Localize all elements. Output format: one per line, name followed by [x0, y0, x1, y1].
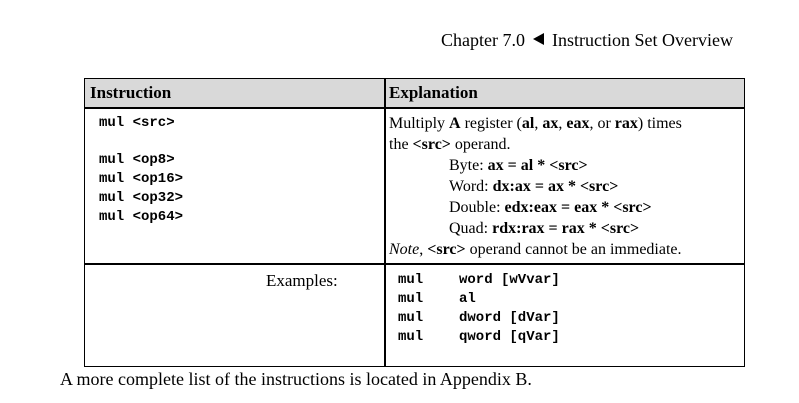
- example-op: mul: [398, 329, 424, 345]
- page-header: Chapter 7.0 Instruction Set Overview: [441, 30, 733, 51]
- instruction-column-header: Instruction: [90, 83, 172, 102]
- explanation-line: Multiply A register (al, ax, eax, or rax…: [389, 115, 682, 132]
- footer-text: A more complete list of the instructions…: [60, 369, 532, 389]
- header-divider: [85, 107, 744, 109]
- explanation-column-header: Explanation: [389, 83, 478, 102]
- instruction-table: Instruction Explanation mul <src> mul <o…: [84, 78, 745, 367]
- syntax-variant: mul <op64>: [99, 209, 184, 225]
- table-header-row: [85, 79, 744, 107]
- row-divider: [85, 263, 744, 265]
- explanation-line: the <src> operand.: [389, 136, 511, 153]
- explanation-text: Multiply A register (al, ax, eax, or rax…: [389, 113, 739, 260]
- example-arg: al: [459, 291, 476, 307]
- example-op: mul: [398, 291, 424, 307]
- example-op: mul: [398, 272, 424, 288]
- double-formula: Double: edx:eax = eax * <src>: [449, 199, 652, 216]
- example-arg: word [wVvar]: [459, 272, 560, 288]
- column-divider: [384, 79, 386, 366]
- examples-label: Examples:: [266, 271, 338, 290]
- syntax-variant: mul <op8>: [99, 152, 175, 168]
- example-op: mul: [398, 310, 424, 326]
- word-formula: Word: dx:ax = ax * <src>: [449, 178, 619, 195]
- left-arrow-icon: [532, 33, 544, 45]
- syntax-variant: mul <op16>: [99, 171, 184, 187]
- example-arg: qword [qVar]: [459, 329, 560, 345]
- syntax-main: mul <src>: [99, 115, 175, 131]
- byte-formula: Byte: ax = al * <src>: [449, 157, 588, 174]
- note-line: Note, <src> operand cannot be an immedia…: [389, 241, 682, 258]
- syntax-variant: mul <op32>: [99, 190, 184, 206]
- chapter-title: Instruction Set Overview: [551, 30, 733, 50]
- quad-formula: Quad: rdx:rax = rax * <src>: [449, 220, 640, 237]
- example-arg: dword [dVar]: [459, 310, 560, 326]
- chapter-number: Chapter 7.0: [441, 30, 525, 50]
